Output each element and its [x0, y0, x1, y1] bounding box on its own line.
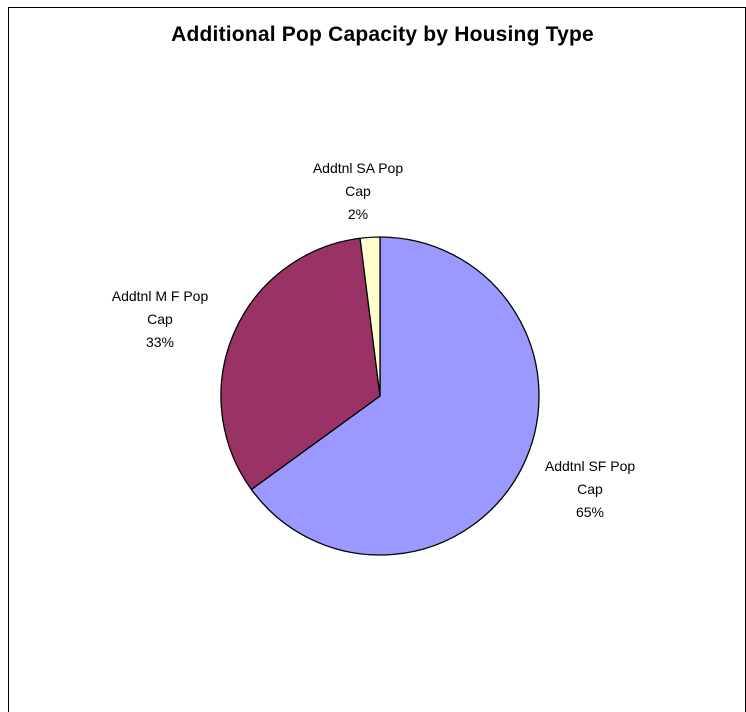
slice-label-mf-percent: 33%: [145, 334, 175, 350]
slice-label-sa-name-2: Cap: [345, 183, 371, 199]
slice-label-sf: Addtnl SF Pop Cap 65%: [520, 455, 660, 524]
slice-label-sf-percent: 65%: [575, 504, 605, 520]
pie-slice-sf: [250, 236, 540, 556]
slice-label-mf: Addtnl M F Pop Cap 33%: [90, 285, 230, 354]
slice-label-sa-percent: 2%: [347, 206, 369, 222]
pie-slices: [220, 236, 540, 556]
slice-label-sa: Addtnl SA Pop Cap 2%: [288, 157, 428, 226]
pie-slice-mf: [220, 237, 381, 491]
pie-slice-sa: [359, 236, 381, 397]
slice-label-mf-name-2: Cap: [147, 311, 173, 327]
slice-label-sf-name: Addtnl SF Pop: [544, 458, 636, 474]
slice-label-sf-name-2: Cap: [577, 481, 603, 497]
slice-label-mf-name: Addtnl M F Pop: [111, 288, 209, 304]
slice-label-sa-name: Addtnl SA Pop: [312, 160, 404, 176]
chart-title: Additional Pop Capacity by Housing Type: [171, 23, 594, 46]
